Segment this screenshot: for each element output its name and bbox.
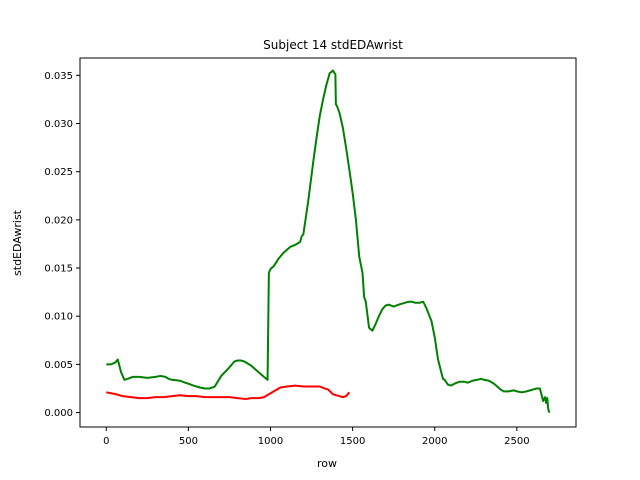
x-tick-label: 1000: [258, 436, 283, 447]
y-axis: 0.000 0.005 0.010 0.015 0.020 0.025 0.030 0.035: [44, 71, 80, 419]
chart-title: Subject 14 stdEDAwrist: [263, 38, 403, 52]
x-tick-label: 1500: [340, 436, 365, 447]
y-tick-label: 0.010: [44, 312, 73, 323]
series-line-1: [106, 69, 551, 414]
y-tick-label: 0.015: [44, 264, 73, 275]
x-tick-label: 2000: [422, 436, 447, 447]
x-axis-label: row: [317, 457, 337, 470]
y-tick-label: 0.020: [44, 215, 73, 226]
plot-area: [106, 69, 551, 414]
plot-frame: [79, 57, 577, 428]
y-tick-label: 0.035: [44, 71, 73, 82]
x-tick-label: 2500: [504, 436, 529, 447]
x-tick-label: 0: [103, 436, 109, 447]
y-tick-label: 0.005: [44, 360, 73, 371]
x-tick-label: 500: [179, 436, 198, 447]
y-tick-label: 0.025: [44, 167, 73, 178]
x-axis: 0 500 1000 1500 2000 2500: [103, 427, 530, 447]
y-tick-label: 0.030: [44, 119, 73, 130]
y-axis-label: stdEDAwrist: [11, 209, 24, 276]
series-line-2: [106, 384, 351, 401]
y-tick-label: 0.000: [44, 408, 73, 419]
